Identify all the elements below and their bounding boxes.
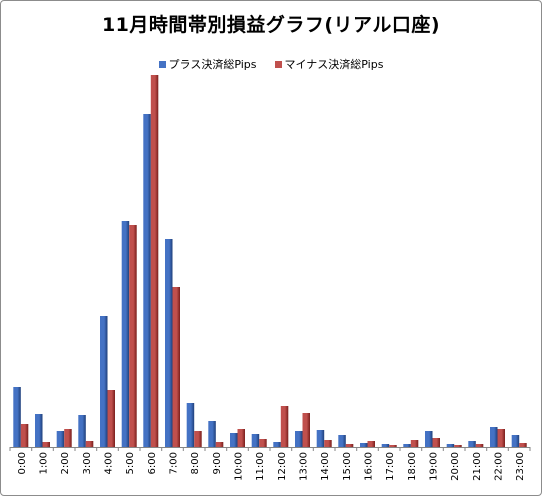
bar-plus-14 bbox=[316, 430, 325, 447]
bar-plus-23 bbox=[511, 435, 520, 447]
bar-plus-11 bbox=[251, 434, 260, 447]
legend-swatch-plus bbox=[158, 60, 166, 68]
bar-minus-21 bbox=[475, 444, 484, 447]
x-tick-label-14: 14:00 bbox=[320, 452, 331, 481]
x-tick-label-23: 23:00 bbox=[515, 452, 526, 481]
x-tick-label-20: 20:00 bbox=[450, 452, 461, 481]
x-tick-label-21: 21:00 bbox=[472, 452, 483, 481]
bar-plus-21 bbox=[468, 441, 476, 447]
bar-minus-19 bbox=[432, 438, 440, 447]
bar-plus-3 bbox=[78, 415, 86, 447]
x-tick-label-10: 10:00 bbox=[234, 452, 245, 481]
bar-minus-3 bbox=[85, 441, 94, 447]
bar-minus-7 bbox=[172, 287, 180, 447]
bar-plus-6 bbox=[143, 114, 151, 447]
x-tick-label-12: 12:00 bbox=[277, 452, 288, 481]
bar-plus-2 bbox=[56, 431, 65, 447]
bar-minus-10 bbox=[237, 429, 245, 447]
x-tick-label-5: 5:00 bbox=[125, 452, 136, 474]
legend-item-plus: プラス決済総Pips bbox=[158, 56, 257, 72]
bar-plus-0 bbox=[13, 387, 21, 447]
x-tick-label-0: 0:00 bbox=[17, 452, 28, 474]
chart-legend: プラス決済総Pips マイナス決済総Pips bbox=[0, 56, 542, 72]
bar-minus-20 bbox=[454, 445, 462, 447]
bar-plus-19 bbox=[425, 431, 433, 447]
bar-plus-22 bbox=[490, 427, 498, 447]
x-tick-label-2: 2:00 bbox=[60, 452, 71, 474]
bar-plus-1 bbox=[35, 414, 43, 447]
bar-minus-13 bbox=[302, 413, 310, 447]
bar-minus-8 bbox=[194, 431, 202, 447]
bar-plus-17 bbox=[381, 444, 390, 447]
bar-minus-11 bbox=[259, 439, 267, 447]
bar-plus-10 bbox=[230, 433, 238, 447]
bar-minus-5 bbox=[129, 225, 137, 447]
bar-minus-2 bbox=[64, 429, 72, 447]
legend-item-minus: マイナス決済総Pips bbox=[274, 56, 384, 72]
bar-plus-12 bbox=[273, 442, 281, 447]
x-tick-label-4: 4:00 bbox=[104, 452, 115, 474]
chart-title: 11月時間帯別損益グラフ(リアル口座) bbox=[101, 14, 441, 36]
bar-plus-8 bbox=[186, 403, 195, 447]
x-tick-label-1: 1:00 bbox=[39, 452, 50, 474]
x-tick-label-19: 19:00 bbox=[429, 452, 440, 481]
bar-plus-20 bbox=[446, 444, 455, 447]
x-tick-label-17: 17:00 bbox=[385, 452, 396, 481]
x-tick-label-8: 8:00 bbox=[190, 452, 201, 474]
bar-minus-4 bbox=[107, 390, 115, 447]
bar-plus-13 bbox=[295, 431, 303, 447]
bar-minus-0 bbox=[20, 424, 29, 447]
bar-minus-18 bbox=[410, 440, 419, 447]
x-tick-label-11: 11:00 bbox=[255, 452, 266, 481]
bar-minus-17 bbox=[389, 445, 397, 447]
x-tick-label-3: 3:00 bbox=[82, 452, 93, 474]
bar-minus-23 bbox=[519, 443, 527, 447]
bar-plus-16 bbox=[360, 443, 368, 447]
bar-minus-15 bbox=[345, 444, 354, 447]
bar-plus-15 bbox=[338, 435, 346, 447]
bar-plus-7 bbox=[165, 239, 173, 447]
bar-minus-6 bbox=[150, 75, 159, 447]
x-tick-label-9: 9:00 bbox=[212, 452, 223, 474]
bar-plus-4 bbox=[100, 316, 108, 447]
bar-minus-22 bbox=[497, 429, 505, 447]
x-tick-label-13: 13:00 bbox=[299, 452, 310, 481]
bar-plus-5 bbox=[121, 221, 130, 447]
bar-minus-12 bbox=[280, 406, 289, 447]
legend-label-minus: マイナス決済総Pips bbox=[284, 58, 384, 71]
bar-plus-9 bbox=[208, 421, 216, 447]
bar-minus-16 bbox=[367, 441, 375, 447]
bar-minus-14 bbox=[324, 440, 332, 447]
x-tick-label-7: 7:00 bbox=[169, 452, 180, 474]
bar-minus-1 bbox=[42, 442, 50, 447]
bar-minus-9 bbox=[215, 442, 224, 447]
x-tick-label-18: 18:00 bbox=[407, 452, 418, 481]
legend-swatch-minus bbox=[274, 60, 282, 68]
legend-label-plus: プラス決済総Pips bbox=[168, 58, 257, 71]
x-tick-label-6: 6:00 bbox=[147, 452, 158, 474]
x-tick-label-16: 16:00 bbox=[364, 452, 375, 481]
x-tick-label-15: 15:00 bbox=[342, 452, 353, 481]
bar-plus-18 bbox=[403, 444, 411, 447]
x-tick-label-22: 22:00 bbox=[494, 452, 505, 481]
